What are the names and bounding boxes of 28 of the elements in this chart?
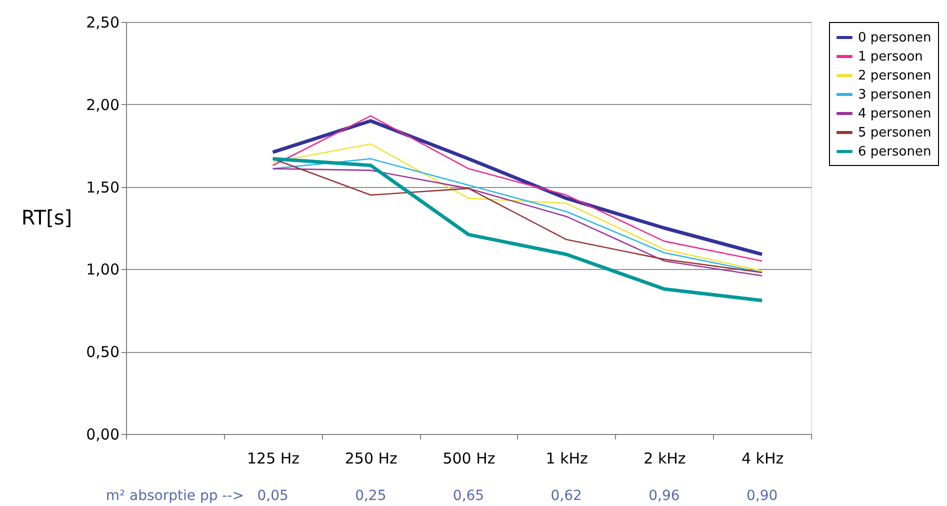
x-tick-label: 125 Hz (247, 450, 300, 468)
text: 0,05 (257, 488, 288, 504)
y-axis-title: RT[s] (21, 206, 72, 230)
legend-label: 1 persoon (858, 50, 923, 64)
legend-label: 4 personen (858, 106, 932, 122)
legend-label: 0 personen (858, 30, 932, 46)
x-tick-label: 500 Hz (442, 450, 496, 468)
text: 0,96 (648, 488, 680, 504)
legend-label: 6 personen (858, 144, 932, 160)
x-tick-label: 4 kHz (741, 450, 784, 468)
y-tick-label: 2,50 (86, 14, 120, 32)
legend-label: 5 personen (858, 126, 932, 140)
text: 0,62 (550, 488, 582, 504)
line-series (271, 157, 764, 302)
legend-label: 2 personen (858, 68, 932, 84)
y-tick-label: 2,00 (86, 96, 120, 114)
x-tick-label: 250 Hz (344, 450, 398, 468)
text: 0,90 (746, 488, 778, 504)
y-tick-label: 1,00 (86, 260, 120, 279)
text: m² absorptie pp --> (106, 488, 244, 504)
y-tick-label: 1,50 (86, 178, 120, 196)
legend-label: 3 personen (858, 88, 932, 102)
text: 0,65 (452, 488, 484, 504)
text: 0,25 (355, 488, 386, 504)
x-tick-label: 2 kHz (644, 450, 686, 468)
x-tick-label: 1 kHz (546, 450, 588, 468)
y-tick-label: 0,50 (86, 343, 120, 362)
y-tick-label: 0,00 (86, 426, 120, 444)
